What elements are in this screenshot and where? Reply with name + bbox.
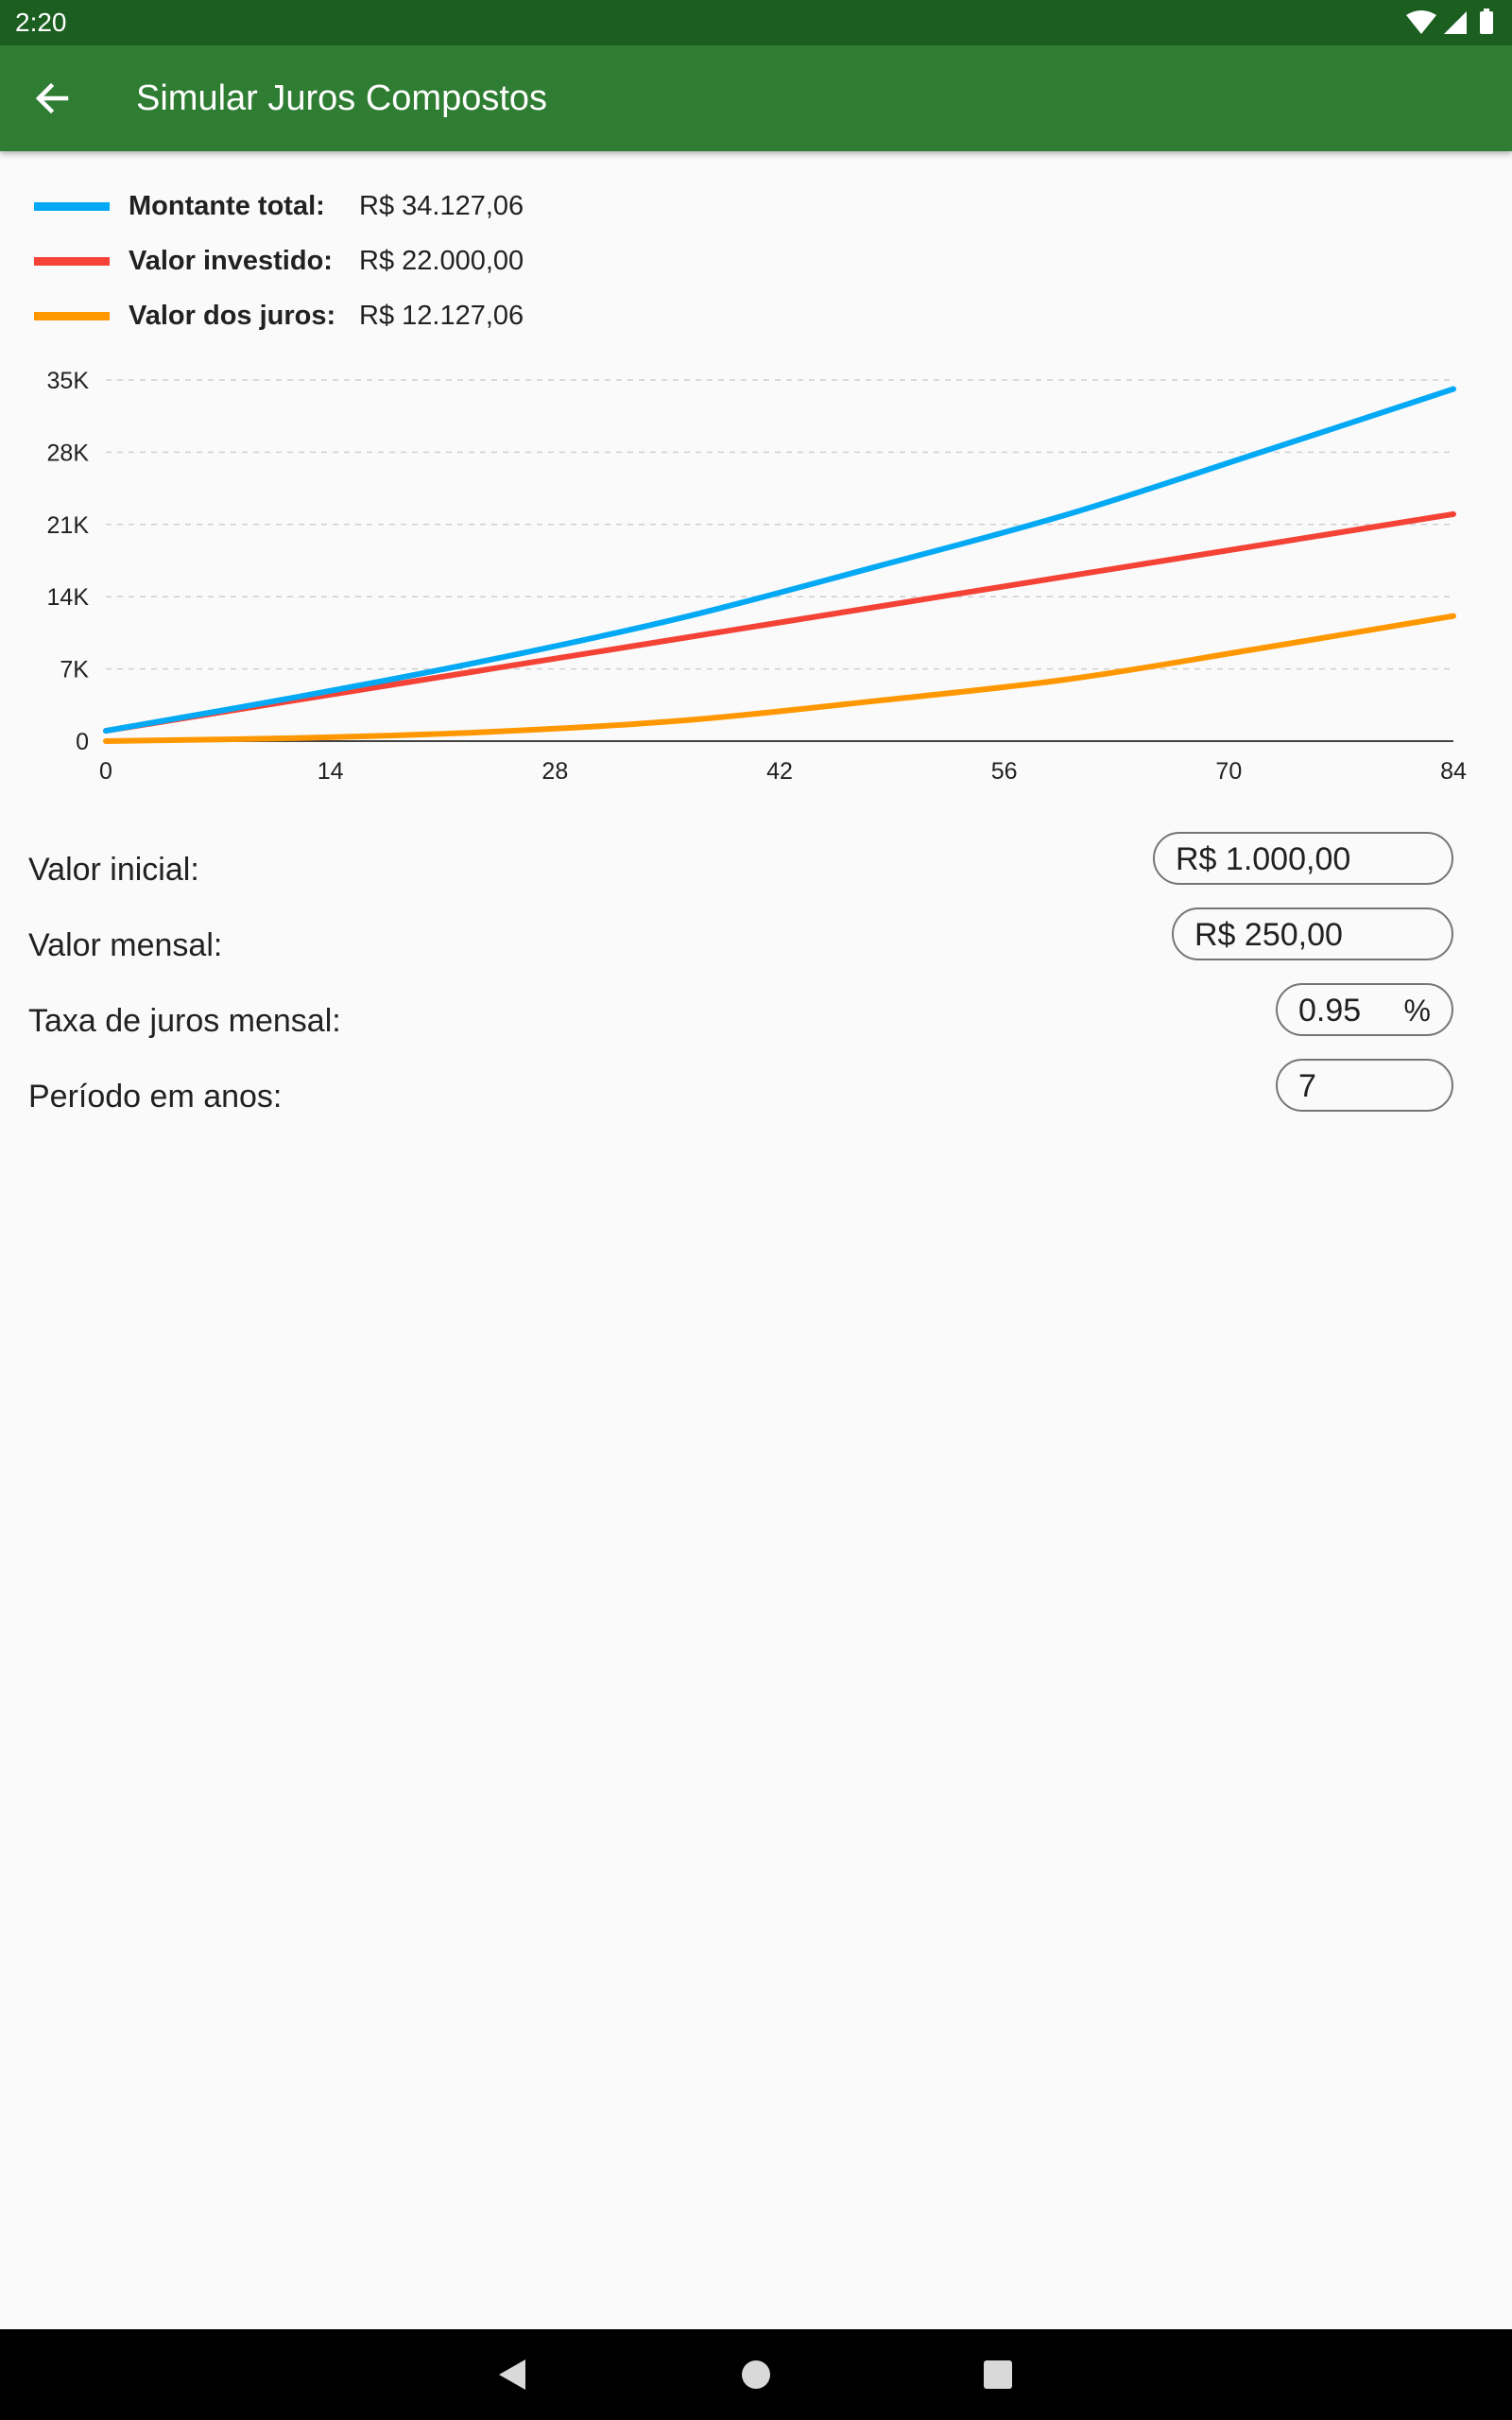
period-years-label: Período em anos: xyxy=(28,1079,283,1115)
page-title: Simular Juros Compostos xyxy=(136,78,548,118)
legend-swatch-total xyxy=(34,202,110,211)
legend-swatch-interest xyxy=(34,312,110,320)
y-tick-label: 0 xyxy=(76,729,89,755)
y-tick-label: 28K xyxy=(47,440,90,466)
legend-value-total: R$ 34.127,06 xyxy=(359,191,524,221)
period-years-field[interactable]: 7 xyxy=(1276,1059,1453,1112)
monthly-rate-row: Taxa de juros mensal: 0.95 % xyxy=(0,983,1512,1059)
x-tick-label: 0 xyxy=(99,758,112,785)
arrow-back-icon xyxy=(35,82,69,114)
legend-value-interest: R$ 12.127,06 xyxy=(359,301,524,331)
monthly-rate-field[interactable]: 0.95 % xyxy=(1276,983,1453,1036)
app-bar: Simular Juros Compostos xyxy=(0,45,1512,151)
legend-swatch-invested xyxy=(34,257,110,266)
period-years-row: Período em anos: 7 xyxy=(0,1059,1512,1134)
series-line-montante-total xyxy=(103,386,1456,735)
legend-value-invested: R$ 22.000,00 xyxy=(359,246,524,276)
percent-suffix: % xyxy=(1403,994,1431,1028)
back-triangle-icon[interactable] xyxy=(484,2346,541,2403)
monthly-value-label: Valor mensal: xyxy=(28,927,223,963)
monthly-rate-label: Taxa de juros mensal: xyxy=(28,1003,341,1039)
x-tick-label: 28 xyxy=(541,758,568,785)
initial-value-label: Valor inicial: xyxy=(28,852,199,888)
status-bar: 2:20 xyxy=(0,0,1512,45)
y-tick-label: 7K xyxy=(60,657,89,683)
monthly-rate-input[interactable]: 0.95 xyxy=(1298,993,1362,1028)
status-icons xyxy=(1406,9,1493,34)
battery-icon xyxy=(1480,9,1493,34)
y-tick-label: 14K xyxy=(47,584,90,611)
monthly-value-field[interactable]: R$ 250,00 xyxy=(1172,908,1453,960)
monthly-value-row: Valor mensal: R$ 250,00 xyxy=(0,908,1512,983)
legend-label-total: Montante total: xyxy=(129,191,325,221)
legend-label-invested: Valor investido: xyxy=(129,246,333,276)
growth-line-chart: 0 7K 14K 21K 28K 35K 0 14 28 42 56 70 84 xyxy=(47,368,1467,785)
y-tick-label: 35K xyxy=(47,368,90,394)
wifi-icon xyxy=(1406,10,1436,34)
x-tick-label: 56 xyxy=(991,758,1018,785)
y-tick-label: 21K xyxy=(47,512,90,539)
period-years-input[interactable]: 7 xyxy=(1298,1068,1316,1104)
home-circle-icon[interactable] xyxy=(728,2346,784,2403)
x-tick-label: 70 xyxy=(1215,758,1242,785)
recents-square-icon[interactable] xyxy=(969,2346,1025,2403)
monthly-value-input[interactable]: R$ 250,00 xyxy=(1194,917,1343,953)
legend-label-interest: Valor dos juros: xyxy=(129,301,336,331)
cell-signal-icon xyxy=(1444,11,1467,34)
initial-value-field[interactable]: R$ 1.000,00 xyxy=(1153,832,1453,885)
status-time: 2:20 xyxy=(15,8,67,37)
back-button[interactable] xyxy=(23,68,83,129)
initial-value-input[interactable]: R$ 1.000,00 xyxy=(1176,841,1351,877)
navigation-bar xyxy=(0,2329,1512,2420)
x-tick-label: 42 xyxy=(766,758,793,785)
series-line-valor-investido xyxy=(103,510,1456,735)
x-tick-label: 84 xyxy=(1440,758,1467,785)
series-line-valor-dos-juros xyxy=(103,613,1456,744)
x-tick-label: 14 xyxy=(318,758,344,785)
initial-value-row: Valor inicial: R$ 1.000,00 xyxy=(0,832,1512,908)
